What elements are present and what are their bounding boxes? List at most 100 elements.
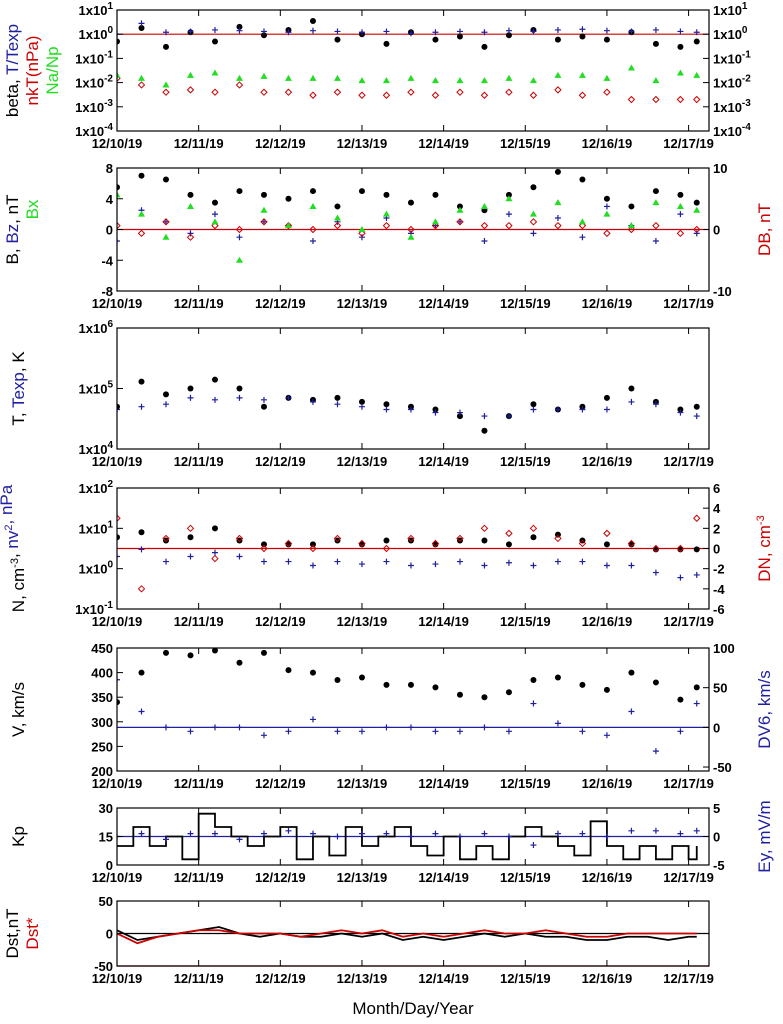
tick-base: 1x10 — [79, 382, 108, 397]
data-point-diamond — [162, 88, 170, 96]
y-axis-label-2: nkT(nPa) — [23, 36, 42, 106]
data-point-plus — [456, 218, 463, 225]
x-tick-label: 12/17/19 — [663, 870, 714, 885]
y-tick-label-right: -6 — [713, 602, 725, 617]
data-point-diamond — [456, 88, 464, 96]
data-point-triangle — [627, 64, 635, 71]
data-point-diamond — [676, 229, 685, 238]
data-point-diamond — [382, 221, 391, 230]
tick-exponent: -4 — [104, 122, 113, 133]
ylabel-part: B, — [3, 244, 22, 265]
x-tick-label: 12/10/19 — [92, 776, 143, 791]
data-point-plus — [652, 238, 659, 245]
data-point-dot — [456, 537, 463, 544]
data-point-dot — [138, 669, 145, 676]
data-point-dot — [628, 203, 635, 210]
panel-1: 12/10/19 12/11/19 12/12/19 12/13/19 12/14/19… — [92, 9, 714, 151]
data-point-plus — [138, 830, 145, 837]
x-tick-label: 12/13/19 — [337, 776, 388, 791]
panel-frame — [116, 647, 710, 772]
data-point-dot — [260, 32, 267, 39]
panel-frame — [116, 9, 710, 132]
data-point-triangle — [309, 202, 317, 209]
data-point-diamond — [260, 218, 268, 226]
y-axis-label: V, km/s — [9, 682, 28, 737]
data-point-plus — [309, 830, 316, 837]
data-point-triangle — [162, 233, 170, 240]
data-point-plus — [554, 558, 561, 565]
data-point-plus — [334, 558, 341, 565]
ylabel-part: Dst,nT — [3, 908, 22, 958]
data-point-dot — [162, 43, 169, 50]
ylabel-part: DN, cm — [755, 525, 774, 582]
data-point-plus — [285, 827, 292, 834]
data-point-diamond — [358, 229, 366, 238]
data-point-dot — [652, 40, 659, 47]
y-axis-label: T, Texp, K — [9, 351, 28, 426]
data-point-dot — [481, 427, 488, 434]
data-point-plus — [677, 574, 684, 581]
data-point-plus — [309, 716, 316, 723]
x-tick-label: 12/10/19 — [92, 614, 143, 629]
data-point-diamond — [652, 95, 660, 104]
ylabel-part: Ey, mV/m — [755, 800, 774, 872]
panel-4: 12/10/19 12/11/19 12/12/19 12/13/19 12/14/19… — [92, 487, 714, 629]
data-point-dot — [456, 203, 463, 210]
y-tick-label: 1x100 — [79, 25, 114, 42]
x-tick-label: 12/12/19 — [255, 870, 306, 885]
data-point-dot — [383, 681, 390, 688]
x-tick-label: 12/17/19 — [663, 136, 714, 151]
data-point-dot — [117, 184, 120, 191]
data-point-plus — [530, 842, 537, 849]
data-point-diamond — [578, 91, 587, 99]
ylabel-part: beta, — [3, 75, 22, 117]
tick-base: 1x10 — [79, 562, 108, 577]
data-point-diamond — [578, 221, 587, 230]
y-tick-label-right: 0 — [713, 720, 720, 735]
data-point-dot — [309, 669, 316, 676]
series-line — [117, 926, 697, 941]
data-point-dot — [481, 537, 488, 544]
y-tick-label-right: 1x10-4 — [713, 122, 751, 139]
data-point-plus — [162, 401, 169, 408]
y-tick-label-right: 50 — [713, 681, 727, 696]
x-tick-label: 12/16/19 — [582, 870, 633, 885]
y-tick-label: 15 — [99, 830, 113, 845]
y-axis-label: Kp — [9, 826, 28, 847]
data-point-plus — [309, 562, 316, 569]
data-point-diamond — [693, 95, 701, 104]
data-point-dot — [407, 199, 414, 206]
data-point-dot — [693, 684, 700, 691]
data-point-plus — [187, 553, 194, 560]
data-point-dot — [456, 413, 463, 420]
data-point-triangle — [211, 69, 219, 76]
data-point-plus — [554, 214, 561, 221]
x-tick-label: 12/13/19 — [337, 870, 388, 885]
data-point-dot — [334, 203, 341, 210]
data-point-plus — [236, 553, 243, 560]
data-point-plus — [162, 558, 169, 565]
data-point-plus — [358, 29, 365, 36]
x-tick-label: 12/16/19 — [582, 136, 633, 151]
data-point-diamond — [431, 221, 440, 230]
data-point-diamond — [603, 229, 611, 238]
tick-base: 1x10 — [75, 124, 104, 139]
data-point-dot — [236, 537, 243, 544]
data-point-dot — [530, 401, 537, 408]
ylabel-part: , nT — [3, 195, 22, 224]
data-point-plus — [138, 20, 145, 27]
data-point-triangle — [693, 206, 701, 213]
data-point-plus — [530, 28, 537, 35]
data-point-diamond — [186, 86, 195, 94]
data-point-diamond — [137, 585, 146, 593]
y-axis-label-right: DB, nT — [755, 203, 774, 256]
data-point-dot — [505, 689, 512, 696]
y-axis-label-2: Bx — [23, 199, 42, 219]
data-point-dot — [407, 681, 414, 688]
data-point-plus — [456, 558, 463, 565]
data-point-triangle — [186, 71, 194, 78]
tick-base: 1x10 — [713, 3, 742, 18]
series-group — [117, 648, 700, 755]
data-point-triangle — [676, 69, 684, 76]
x-tick-label: 12/16/19 — [582, 454, 633, 469]
